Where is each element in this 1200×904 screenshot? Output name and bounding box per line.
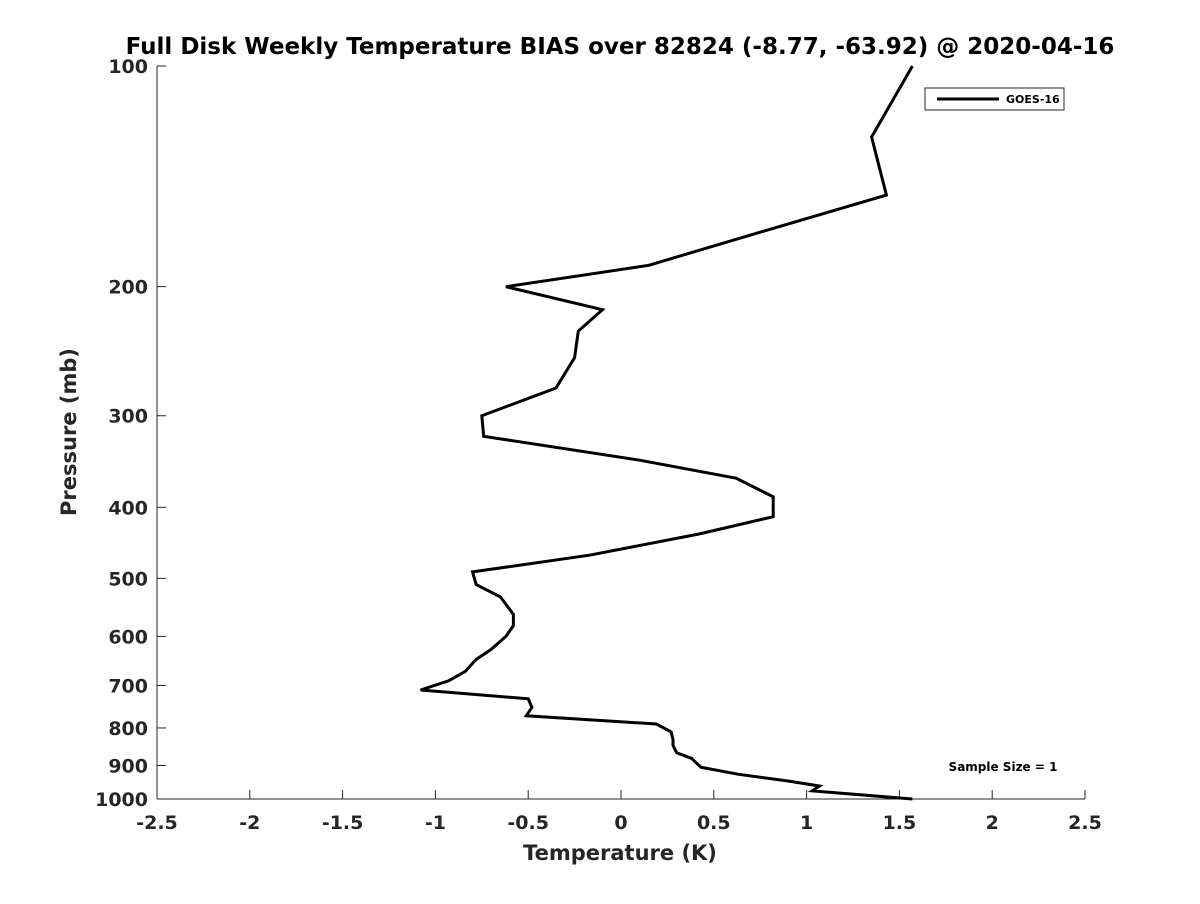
y-tick-label: 200 [108,277,148,299]
x-tick-label: 1 [800,812,813,834]
x-tick-label: 1.5 [883,812,917,834]
y-tick-label: 1000 [95,789,148,811]
x-axis-label: Temperature (K) [523,841,717,865]
x-tick-label: 0 [614,812,627,834]
x-tick-label: -2 [239,812,260,834]
y-axis-label: Pressure (mb) [57,348,81,516]
y-tick-label: 300 [108,406,148,428]
x-tick-label: -2.5 [136,812,178,834]
axes [156,66,1085,800]
y-tick-label: 700 [108,675,148,697]
x-tick-label: 2.5 [1068,812,1102,834]
y-tick-label: 800 [108,718,148,740]
y-tick-label: 600 [108,626,148,648]
x-tick-label: -1.5 [322,812,364,834]
series-line-goes-16 [420,65,914,801]
legend: GOES-16 [924,87,1065,111]
y-tick-label: 900 [108,755,148,777]
x-tick-label: 0.5 [697,812,731,834]
x-tick-label: 2 [986,812,999,834]
x-tick-label: -1 [425,812,446,834]
y-tick-label: 100 [108,56,148,78]
chart-title: Full Disk Weekly Temperature BIAS over 8… [126,34,1115,60]
x-tick-label: -0.5 [507,812,549,834]
sample-size-annotation: Sample Size = 1 [949,760,1058,774]
y-tick-label: 500 [108,568,148,590]
ticks: -2.5 -2 -1.5 -1 -0.5 0 0.5 1 1.5 2 2.5 100 200 300 400… [95,56,1102,834]
y-tick-label: 400 [108,497,148,519]
series-layer [420,65,914,801]
legend-entry-goes-16: GOES-16 [1006,93,1060,106]
